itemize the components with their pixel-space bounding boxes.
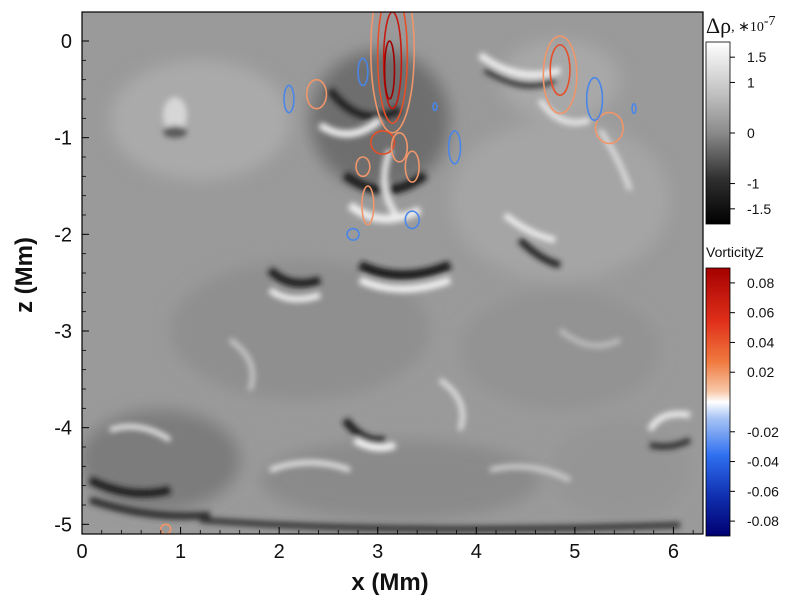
x-axis-label: x (Mm) [351, 569, 428, 596]
density-colorbar-tick-label: -1.5 [747, 201, 771, 217]
x-tick-label: 3 [372, 541, 383, 563]
y-tick-label: -3 [54, 321, 72, 343]
vorticity-colorbar-title: VorticityZ [706, 244, 764, 260]
vorticity-colorbar-tick-label: -0.04 [747, 454, 779, 470]
negative-vorticity-contour [447, 130, 462, 165]
negative-vorticity-contour [432, 102, 438, 112]
positive-vorticity-contour [383, 40, 396, 100]
positive-vorticity-contour [390, 132, 409, 163]
density-colorbar-ticks: 1.5 1 0 -1 -1.5 [730, 49, 771, 217]
density-colorbar-tick-label: -1 [747, 176, 760, 192]
y-tick-label: -5 [54, 514, 72, 536]
x-tick-label: 6 [668, 541, 679, 563]
x-tick-label: 2 [274, 541, 285, 563]
vorticity-colorbar-tick-label: 0.02 [747, 364, 774, 380]
positive-vorticity-contour [376, 12, 409, 124]
positive-vorticity-contour [361, 185, 375, 226]
density-colorbar: Δρ, ∗10-7 1.5 1 0 -1 -1.5 [705, 13, 776, 225]
negative-vorticity-contour [357, 57, 369, 87]
y-axis-label: z (Mm) [11, 237, 38, 313]
positive-vorticity-contour [542, 35, 578, 115]
density-colorbar-bar [705, 41, 731, 225]
vorticity-colorbar-tick-label: -0.06 [747, 483, 779, 499]
x-tick-label: 0 [76, 541, 87, 563]
vorticity-colorbar-tick-label: 0.06 [747, 305, 774, 321]
density-field [82, 12, 703, 534]
x-tick-label: 4 [471, 541, 482, 563]
x-axis: 0 1 2 3 4 5 6 [76, 527, 694, 563]
negative-vorticity-contour [283, 84, 295, 114]
y-tick-label: -4 [54, 418, 72, 440]
vorticity-colorbar-tick-label: 0.08 [747, 275, 774, 291]
positive-vorticity-contour [160, 523, 172, 534]
positive-vorticity-contour [355, 156, 371, 178]
density-exponent-power: -7 [764, 14, 776, 29]
positive-vorticity-contour [404, 150, 420, 183]
vorticity-colorbar: VorticityZ 0.08 0.06 0.04 0.02 -0.02 -0.04 -0.… [705, 244, 779, 537]
vorticity-colorbar-bar [705, 267, 731, 537]
positive-vorticity-contour [305, 78, 328, 110]
density-colorbar-tick-label: 1.5 [747, 49, 767, 65]
vorticity-colorbar-ticks: 0.08 0.06 0.04 0.02 -0.02 -0.04 -0.06 -0.08 [730, 275, 779, 529]
x-tick-label: 5 [569, 541, 580, 563]
y-axis: 0 -1 -2 -3 -4 -5 [54, 31, 89, 536]
negative-vorticity-contour [346, 227, 360, 241]
field-structures [88, 52, 692, 532]
vorticity-colorbar-tick-label: -0.08 [747, 513, 779, 529]
positive-vorticity-contour [549, 44, 571, 96]
vorticity-colorbar-tick-label: 0.04 [747, 334, 774, 350]
y-tick-label: -2 [54, 224, 72, 246]
y-tick-label: 0 [61, 31, 72, 53]
positive-vorticity-contour [370, 12, 415, 134]
vorticity-colorbar-tick-label: -0.02 [747, 424, 779, 440]
density-colorbar-tick-label: 0 [747, 125, 755, 141]
negative-vorticity-contour [404, 210, 420, 230]
y-tick-label: -1 [54, 128, 72, 150]
positive-vorticity-contour [382, 12, 403, 110]
x-tick-label: 1 [175, 541, 186, 563]
negative-vorticity-contour [585, 76, 604, 122]
density-colorbar-title: Δρ, ∗10-7 [706, 13, 776, 38]
density-colorbar-tick-label: 1 [747, 74, 755, 90]
density-exponent-label: , ∗10 [731, 20, 764, 35]
density-symbol: Δρ [706, 13, 731, 38]
positive-vorticity-contour [370, 130, 396, 155]
negative-vorticity-contour [631, 103, 637, 115]
vorticity-contours [160, 12, 637, 534]
positive-vorticity-contour [594, 111, 624, 145]
